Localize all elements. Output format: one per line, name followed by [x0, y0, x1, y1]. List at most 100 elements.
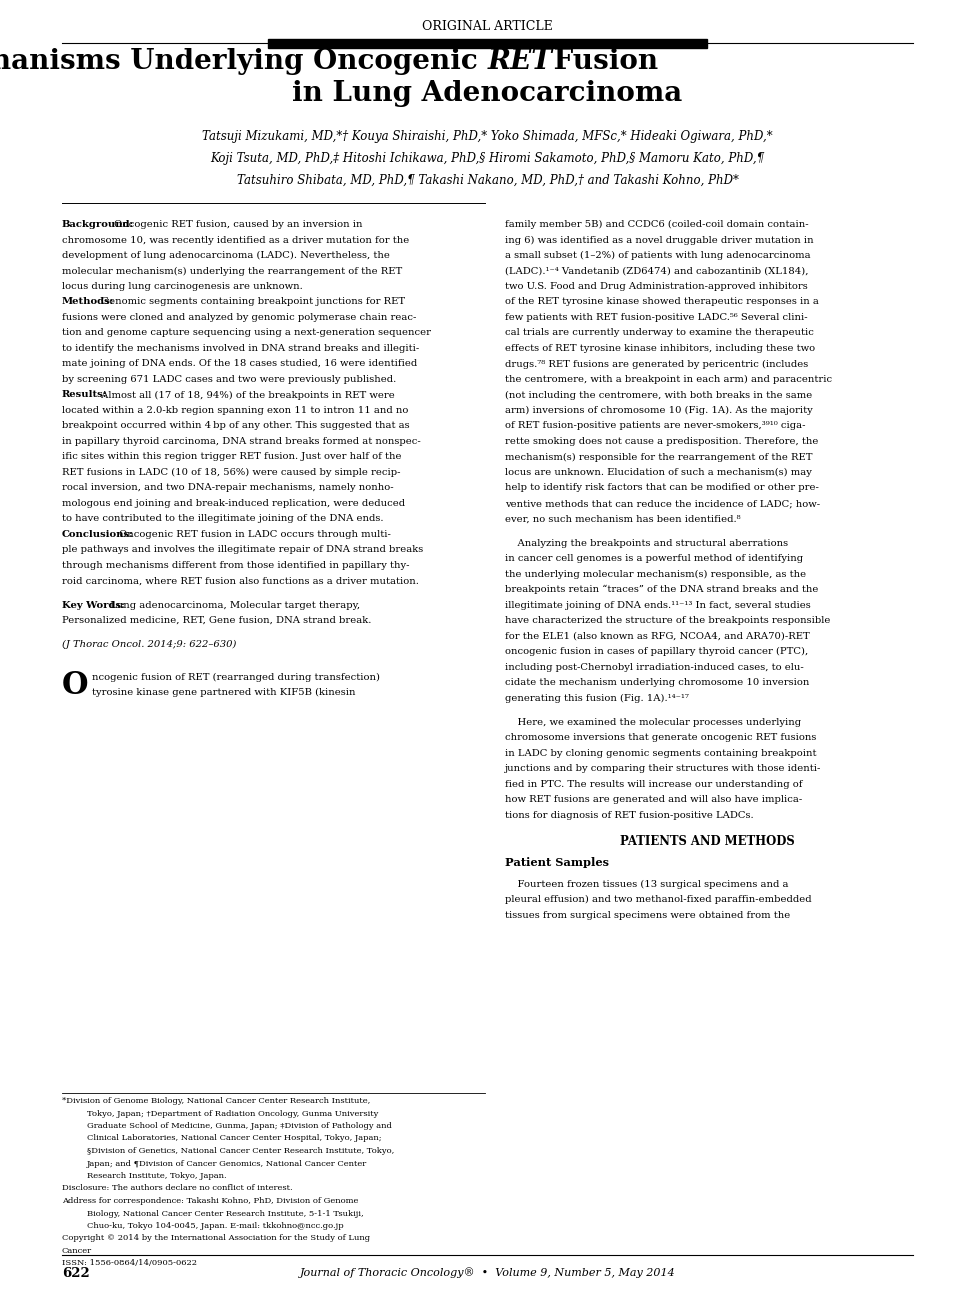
Text: Fourteen frozen tissues (13 surgical specimens and a: Fourteen frozen tissues (13 surgical spe…: [505, 880, 789, 889]
Text: help to identify risk factors that can be modified or other pre-: help to identify risk factors that can b…: [505, 483, 819, 492]
Text: fusions were cloned and analyzed by genomic polymerase chain reac-: fusions were cloned and analyzed by geno…: [62, 313, 416, 322]
Text: Background:: Background:: [62, 221, 135, 228]
Text: arm) inversions of chromosome 10 (Fig. 1A). As the majority: arm) inversions of chromosome 10 (Fig. 1…: [505, 406, 813, 415]
Text: mate joining of DNA ends. Of the 18 cases studied, 16 were identified: mate joining of DNA ends. Of the 18 case…: [62, 359, 417, 368]
Text: to have contributed to the illegitimate joining of the DNA ends.: to have contributed to the illegitimate …: [62, 514, 383, 523]
Text: *Division of Genome Biology, National Cancer Center Research Institute,: *Division of Genome Biology, National Ca…: [62, 1098, 370, 1105]
Text: ple pathways and involves the illegitimate repair of DNA strand breaks: ple pathways and involves the illegitima…: [62, 545, 423, 555]
Text: in papillary thyroid carcinoma, DNA strand breaks formed at nonspec-: in papillary thyroid carcinoma, DNA stra…: [62, 437, 421, 446]
Text: fied in PTC. The results will increase our understanding of: fied in PTC. The results will increase o…: [505, 779, 802, 788]
Text: of RET fusion-positive patients are never-smokers,³⁹¹⁰ ciga-: of RET fusion-positive patients are neve…: [505, 422, 805, 431]
Text: Lung adenocarcinoma, Molecular target therapy,: Lung adenocarcinoma, Molecular target th…: [106, 600, 360, 609]
Text: for the ELE1 (also known as RFG, NCOA4, and ARA70)-RET: for the ELE1 (also known as RFG, NCOA4, …: [505, 632, 810, 641]
Text: Genomic segments containing breakpoint junctions for RET: Genomic segments containing breakpoint j…: [98, 298, 405, 307]
Text: Conclusions:: Conclusions:: [62, 530, 134, 539]
Text: a small subset (1–2%) of patients with lung adenocarcinoma: a small subset (1–2%) of patients with l…: [505, 251, 810, 260]
Text: 622: 622: [62, 1267, 90, 1280]
Text: RET: RET: [488, 48, 553, 74]
Text: (LADC).¹⁻⁴ Vandetanib (ZD6474) and cabozantinib (XL184),: (LADC).¹⁻⁴ Vandetanib (ZD6474) and caboz…: [505, 266, 808, 275]
Text: roid carcinoma, where RET fusion also functions as a driver mutation.: roid carcinoma, where RET fusion also fu…: [62, 577, 419, 586]
Text: locus during lung carcinogenesis are unknown.: locus during lung carcinogenesis are unk…: [62, 282, 303, 291]
Text: Clinical Laboratories, National Cancer Center Hospital, Tokyo, Japan;: Clinical Laboratories, National Cancer C…: [87, 1134, 381, 1142]
Text: rocal inversion, and two DNA-repair mechanisms, namely nonho-: rocal inversion, and two DNA-repair mech…: [62, 483, 394, 492]
Text: Disclosure: The authors declare no conflict of interest.: Disclosure: The authors declare no confl…: [62, 1185, 292, 1193]
Text: Oncogenic RET fusion, caused by an inversion in: Oncogenic RET fusion, caused by an inver…: [111, 221, 363, 228]
Text: Biology, National Cancer Center Research Institute, 5-1-1 Tsukiji,: Biology, National Cancer Center Research…: [87, 1210, 364, 1218]
Text: to identify the mechanisms involved in DNA strand breaks and illegiti-: to identify the mechanisms involved in D…: [62, 345, 419, 352]
Text: Tatsuhiro Shibata, MD, PhD,¶ Takashi Nakano, MD, PhD,† and Takashi Kohno, PhD*: Tatsuhiro Shibata, MD, PhD,¶ Takashi Nak…: [237, 174, 738, 187]
Text: tions for diagnosis of RET fusion-positive LADCs.: tions for diagnosis of RET fusion-positi…: [505, 810, 754, 820]
Text: Tokyo, Japan; †Department of Radiation Oncology, Gunma University: Tokyo, Japan; †Department of Radiation O…: [87, 1109, 378, 1117]
Text: chromosome 10, was recently identified as a driver mutation for the: chromosome 10, was recently identified a…: [62, 235, 409, 244]
Text: Patient Samples: Patient Samples: [505, 857, 609, 868]
Text: generating this fusion (Fig. 1A).¹⁴⁻¹⁷: generating this fusion (Fig. 1A).¹⁴⁻¹⁷: [505, 693, 689, 702]
Text: Key Words:: Key Words:: [62, 600, 125, 609]
Text: molecular mechanism(s) underlying the rearrangement of the RET: molecular mechanism(s) underlying the re…: [62, 266, 403, 275]
Text: in LADC by cloning genomic segments containing breakpoint: in LADC by cloning genomic segments cont…: [505, 749, 816, 757]
Text: cal trials are currently underway to examine the therapeutic: cal trials are currently underway to exa…: [505, 329, 814, 338]
Text: in Lung Adenocarcinoma: in Lung Adenocarcinoma: [292, 80, 682, 107]
Text: how RET fusions are generated and will also have implica-: how RET fusions are generated and will a…: [505, 795, 802, 804]
Text: Results:: Results:: [62, 390, 107, 399]
Text: effects of RET tyrosine kinase inhibitors, including these two: effects of RET tyrosine kinase inhibitor…: [505, 345, 815, 352]
Text: oncogenic fusion in cases of papillary thyroid cancer (PTC),: oncogenic fusion in cases of papillary t…: [505, 647, 808, 656]
Text: the underlying molecular mechanism(s) responsible, as the: the underlying molecular mechanism(s) re…: [505, 569, 806, 578]
Text: ing 6) was identified as a novel druggable driver mutation in: ing 6) was identified as a novel druggab…: [505, 235, 813, 244]
Text: drugs.⁷⁸ RET fusions are generated by pericentric (includes: drugs.⁷⁸ RET fusions are generated by pe…: [505, 359, 808, 368]
Text: have characterized the structure of the breakpoints responsible: have characterized the structure of the …: [505, 616, 831, 625]
Text: tissues from surgical specimens were obtained from the: tissues from surgical specimens were obt…: [505, 911, 791, 920]
Text: Journal of Thoracic Oncology®  •  Volume 9, Number 5, May 2014: Journal of Thoracic Oncology® • Volume 9…: [299, 1267, 676, 1278]
Text: tyrosine kinase gene partnered with KIF5B (kinesin: tyrosine kinase gene partnered with KIF5…: [92, 688, 356, 697]
Text: Research Institute, Tokyo, Japan.: Research Institute, Tokyo, Japan.: [87, 1172, 226, 1180]
Text: mechanism(s) responsible for the rearrangement of the RET: mechanism(s) responsible for the rearran…: [505, 453, 812, 462]
Text: development of lung adenocarcinoma (LADC). Nevertheless, the: development of lung adenocarcinoma (LADC…: [62, 251, 390, 260]
Text: Almost all (17 of 18, 94%) of the breakpoints in RET were: Almost all (17 of 18, 94%) of the breakp…: [98, 390, 395, 399]
Text: including post-Chernobyl irradiation-induced cases, to elu-: including post-Chernobyl irradiation-ind…: [505, 663, 803, 672]
Text: ever, no such mechanism has been identified.⁸: ever, no such mechanism has been identif…: [505, 514, 741, 523]
Text: Copyright © 2014 by the International Association for the Study of Lung: Copyright © 2014 by the International As…: [62, 1235, 370, 1242]
Text: the centromere, with a breakpoint in each arm) and paracentric: the centromere, with a breakpoint in eac…: [505, 375, 832, 384]
Text: through mechanisms different from those identified in papillary thy-: through mechanisms different from those …: [62, 561, 409, 570]
Text: two U.S. Food and Drug Administration-approved inhibitors: two U.S. Food and Drug Administration-ap…: [505, 282, 807, 291]
Text: Fusion: Fusion: [543, 48, 657, 74]
Text: Tatsuji Mizukami, MD,*† Kouya Shiraishi, PhD,* Yoko Shimada, MFSc,* Hideaki Ogiw: Tatsuji Mizukami, MD,*† Kouya Shiraishi,…: [202, 130, 773, 144]
Bar: [268, 39, 707, 47]
Text: Molecular Mechanisms Underlying Oncogenic: Molecular Mechanisms Underlying Oncogeni…: [0, 48, 488, 74]
Text: mologous end joining and break-induced replication, were deduced: mologous end joining and break-induced r…: [62, 499, 406, 508]
Text: by screening 671 LADC cases and two were previously published.: by screening 671 LADC cases and two were…: [62, 375, 396, 384]
Text: ncogenic fusion of RET (rearranged during transfection): ncogenic fusion of RET (rearranged durin…: [92, 672, 380, 681]
Text: junctions and by comparing their structures with those identi-: junctions and by comparing their structu…: [505, 763, 821, 773]
Text: locus are unknown. Elucidation of such a mechanism(s) may: locus are unknown. Elucidation of such a…: [505, 468, 812, 478]
Text: ORIGINAL ARTICLE: ORIGINAL ARTICLE: [422, 20, 553, 33]
Text: ific sites within this region trigger RET fusion. Just over half of the: ific sites within this region trigger RE…: [62, 453, 402, 462]
Text: cidate the mechanism underlying chromosome 10 inversion: cidate the mechanism underlying chromoso…: [505, 679, 809, 686]
Text: Personalized medicine, RET, Gene fusion, DNA strand break.: Personalized medicine, RET, Gene fusion,…: [62, 616, 371, 625]
Text: (not including the centromere, with both breaks in the same: (not including the centromere, with both…: [505, 390, 812, 399]
Text: PATIENTS AND METHODS: PATIENTS AND METHODS: [620, 835, 795, 847]
Text: ISSN: 1556-0864/14/0905-0622: ISSN: 1556-0864/14/0905-0622: [62, 1259, 197, 1267]
Text: located within a 2.0-kb region spanning exon 11 to intron 11 and no: located within a 2.0-kb region spanning …: [62, 406, 409, 415]
Text: pleural effusion) and two methanol-fixed paraffin-embedded: pleural effusion) and two methanol-fixed…: [505, 895, 811, 904]
Text: tion and genome capture sequencing using a next-generation sequencer: tion and genome capture sequencing using…: [62, 329, 431, 338]
Text: (J Thorac Oncol. 2014;9: 622–630): (J Thorac Oncol. 2014;9: 622–630): [62, 639, 236, 649]
Text: Koji Tsuta, MD, PhD,‡ Hitoshi Ichikawa, PhD,§ Hiromi Sakamoto, PhD,§ Mamoru Kato: Koji Tsuta, MD, PhD,‡ Hitoshi Ichikawa, …: [211, 151, 764, 164]
Text: Cancer: Cancer: [62, 1248, 92, 1255]
Text: chromosome inversions that generate oncogenic RET fusions: chromosome inversions that generate onco…: [505, 733, 816, 743]
Text: Analyzing the breakpoints and structural aberrations: Analyzing the breakpoints and structural…: [505, 539, 788, 548]
Text: ventive methods that can reduce the incidence of LADC; how-: ventive methods that can reduce the inci…: [505, 499, 820, 508]
Text: rette smoking does not cause a predisposition. Therefore, the: rette smoking does not cause a predispos…: [505, 437, 818, 446]
Text: O: O: [62, 669, 89, 701]
Text: Methods:: Methods:: [62, 298, 114, 307]
Text: Chuo-ku, Tokyo 104-0045, Japan. E-mail: tkkohno@ncc.go.jp: Chuo-ku, Tokyo 104-0045, Japan. E-mail: …: [87, 1221, 343, 1231]
Text: of the RET tyrosine kinase showed therapeutic responses in a: of the RET tyrosine kinase showed therap…: [505, 298, 819, 307]
Text: RET fusions in LADC (10 of 18, 56%) were caused by simple recip-: RET fusions in LADC (10 of 18, 56%) were…: [62, 468, 401, 478]
Text: Oncogenic RET fusion in LADC occurs through multi-: Oncogenic RET fusion in LADC occurs thro…: [116, 530, 390, 539]
Text: Japan; and ¶Division of Cancer Genomics, National Cancer Center: Japan; and ¶Division of Cancer Genomics,…: [87, 1160, 368, 1168]
Text: breakpoint occurred within 4 bp of any other. This suggested that as: breakpoint occurred within 4 bp of any o…: [62, 422, 409, 431]
Text: Address for correspondence: Takashi Kohno, PhD, Division of Genome: Address for correspondence: Takashi Kohn…: [62, 1197, 359, 1205]
Text: Graduate School of Medicine, Gunma, Japan; ‡Division of Pathology and: Graduate School of Medicine, Gunma, Japa…: [87, 1122, 392, 1130]
Text: Here, we examined the molecular processes underlying: Here, we examined the molecular processe…: [505, 718, 801, 727]
Text: breakpoints retain “traces” of the DNA strand breaks and the: breakpoints retain “traces” of the DNA s…: [505, 585, 818, 594]
Text: few patients with RET fusion-positive LADC.⁵⁶ Several clini-: few patients with RET fusion-positive LA…: [505, 313, 807, 322]
Text: §Division of Genetics, National Cancer Center Research Institute, Tokyo,: §Division of Genetics, National Cancer C…: [87, 1147, 394, 1155]
